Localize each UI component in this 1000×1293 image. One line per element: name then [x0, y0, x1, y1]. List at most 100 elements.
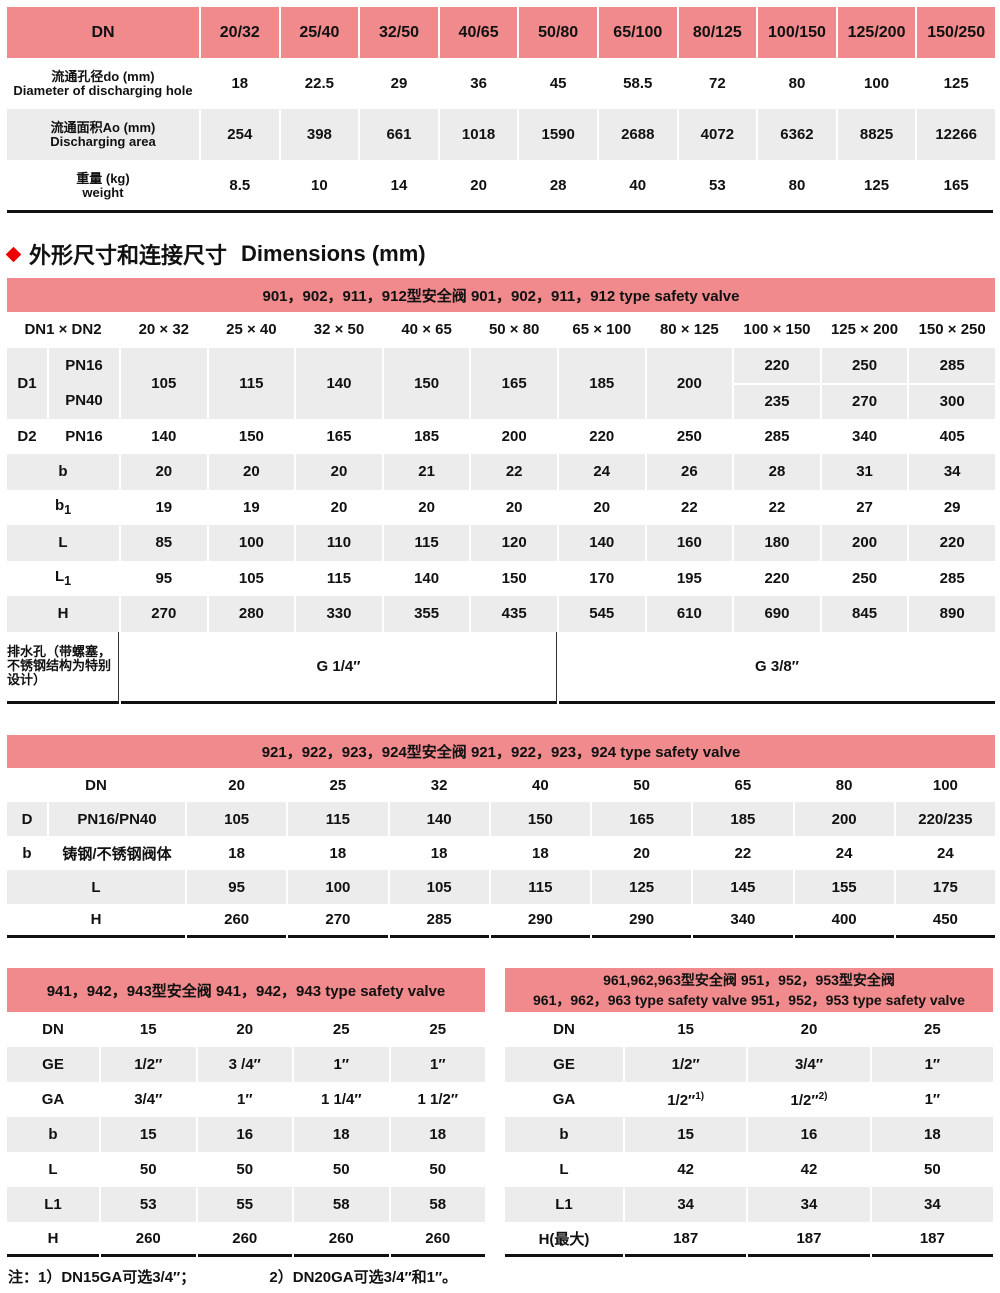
table-cell: 285	[764, 427, 790, 445]
table-cell: 110	[296, 525, 382, 561]
table-cell: 12266	[917, 109, 995, 160]
table-cell: 10	[311, 177, 328, 194]
row-sublabel: PN16	[49, 347, 119, 383]
table-row: L1 95 105 115 140 150 170 195 220 250 285	[7, 561, 995, 597]
table-cell: 1″	[294, 1047, 389, 1082]
table-cell: 18	[329, 844, 347, 862]
table-cell: 140	[151, 427, 177, 445]
table-cell: 2688	[598, 109, 677, 160]
table-cell: 254	[201, 109, 279, 160]
table-cell: 260	[101, 1222, 196, 1257]
table-cell: 187	[625, 1222, 747, 1257]
table-cell: 34	[748, 1187, 870, 1222]
table-cell: 150	[490, 802, 590, 836]
column-header: 32 × 50	[313, 321, 365, 339]
table-cell: 235	[734, 383, 820, 419]
table-cell: 45	[549, 75, 567, 92]
table-row: GA 1/2″1) 1/2″2) 1″	[505, 1082, 993, 1117]
table-cell: 15	[101, 1117, 196, 1152]
drain-label: 排水孔（带螺塞，不锈钢结构为特别设计）	[7, 631, 119, 704]
table-cell: 270	[821, 383, 908, 419]
section-heading: 外形尺寸和连接尺寸 Dimensions (mm)	[5, 238, 426, 270]
table-cell: 58	[390, 1187, 485, 1222]
table-cell: 115	[326, 569, 352, 587]
column-header: 100 × 150	[743, 321, 811, 339]
table-cell: 661	[360, 109, 438, 160]
section-title-en: Dimensions (mm)	[241, 241, 426, 266]
table-cell: 105	[238, 569, 264, 587]
table-cell: 355	[383, 596, 470, 632]
table-cell: 100	[932, 776, 958, 794]
table-cell: 50	[923, 1161, 941, 1178]
footnote-2: 2）DN20GA可选3/4″和1″。	[269, 1269, 458, 1286]
table-cell: 300	[909, 383, 995, 419]
table-cell: 8825	[837, 109, 916, 160]
table-row: D2 PN16 140 150 165 185 200 220 250 285 340 405	[7, 419, 995, 455]
column-header: 80 × 125	[659, 321, 719, 339]
subscript: 1	[64, 574, 72, 589]
table-row: D PN16/PN40 105 115 140 150 165 185 200 220/235	[7, 802, 995, 836]
table-cell: 125	[864, 177, 890, 194]
table-cell: 140	[296, 347, 382, 419]
table-cell: 1″	[390, 1047, 485, 1082]
row-label: D2	[17, 427, 37, 445]
column-header: 40/65	[439, 7, 518, 58]
row-label: GA	[552, 1091, 576, 1108]
table-cell: 50	[332, 1161, 350, 1178]
table-cell: 3/4″	[134, 1091, 163, 1108]
table-row: H 260 260 260 260	[7, 1222, 485, 1257]
table-cell: 18	[390, 1117, 485, 1152]
cell-value: 1/2″	[667, 1091, 696, 1109]
row-label: H	[7, 596, 119, 632]
table-cell: 18	[231, 75, 249, 92]
row-label: D1	[7, 347, 47, 419]
table-cell: 250	[821, 347, 908, 383]
row-label: DN	[42, 1021, 64, 1038]
table-cell: 22.5	[304, 75, 334, 92]
table-cell: 260	[390, 1222, 485, 1257]
table-cell: 450	[895, 904, 995, 938]
table-row: 流通孔径do (mm) Diameter of discharging hole 1…	[7, 58, 995, 109]
table-cell: 25	[923, 1021, 941, 1038]
table-cell: 260	[294, 1222, 389, 1257]
table-961-951-series: 961,962,963型安全阀 951，952，953型安全阀 961，962，9…	[503, 968, 995, 1257]
table-row: L1 34 34 34	[505, 1187, 993, 1222]
table-row: DN1 × DN2 20 × 32 25 × 40 32 × 50 40 × 65 50 …	[7, 312, 995, 348]
table-cell: 150	[501, 569, 527, 587]
table-cell: 220	[589, 427, 615, 445]
table-cell: 1/2″1)	[625, 1082, 746, 1117]
table-cell: 250	[852, 569, 878, 587]
row-label-en: Discharging area	[50, 133, 156, 149]
footnote-1: 注：1）DN15GA可选3/4″；	[8, 1269, 196, 1286]
table-cell: 145	[693, 870, 793, 904]
table-cell: 285	[909, 347, 995, 383]
row-label: b	[7, 454, 119, 490]
table-row: 901，902，911，912型安全阀 901，902，911，912 type…	[7, 278, 995, 312]
table-row: L1 53 55 58 58	[7, 1187, 485, 1222]
table-cell: 28	[734, 454, 820, 490]
table-cell: 95	[187, 870, 287, 904]
table-cell: 170	[589, 569, 615, 587]
column-header: 125 × 200	[830, 321, 899, 339]
table-cell: 53	[101, 1187, 196, 1222]
table-cell: 195	[676, 569, 702, 587]
table-cell: 4072	[678, 109, 757, 160]
table-cell: 398	[280, 109, 359, 160]
table-cell: 24	[937, 844, 954, 862]
column-header: 20/32	[201, 7, 279, 58]
table-cell: 285	[389, 904, 489, 938]
subscript: 1	[64, 503, 72, 518]
table-cell: 20	[236, 1021, 254, 1038]
table-cell: 40	[532, 776, 549, 794]
table-cell: 175	[895, 870, 995, 904]
table-cell: 50	[633, 776, 650, 794]
row-label-cn: 重量 (kg)	[76, 170, 130, 186]
table-cell: 31	[821, 454, 908, 490]
table-cell: 72	[709, 75, 726, 92]
row-sublabel: PN16	[65, 427, 103, 445]
table-cell: 28	[549, 177, 567, 194]
table-cell: 20	[208, 454, 295, 490]
table-row: 921，922，923，924型安全阀 921，922，923，924 type…	[7, 735, 995, 768]
table-cell: 20	[800, 1021, 818, 1038]
table-cell: 165	[592, 802, 692, 836]
